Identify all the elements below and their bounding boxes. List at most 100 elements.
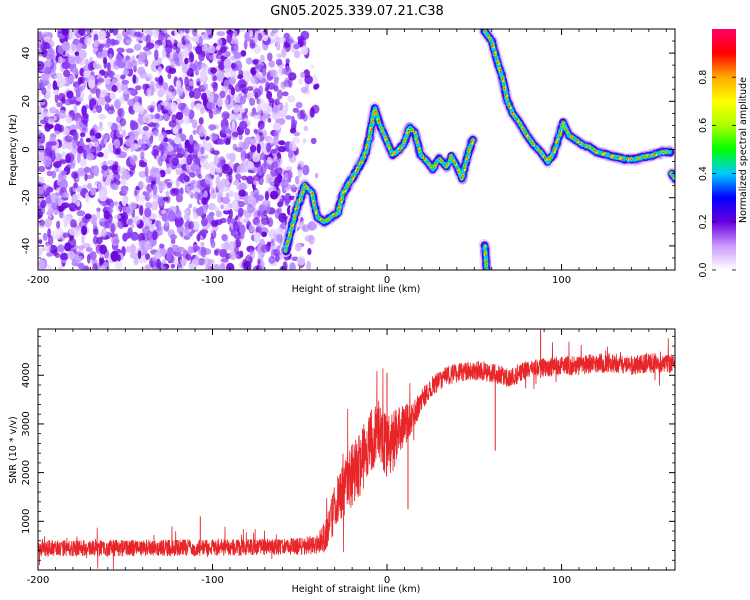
noise-speckle <box>239 84 248 93</box>
noise-speckle <box>110 250 119 262</box>
noise-speckle <box>173 142 179 153</box>
noise-speckle <box>48 40 55 48</box>
x-tick-label: -200 <box>27 575 50 586</box>
noise-speckle <box>206 100 215 110</box>
ridge-low-blob <box>478 238 493 270</box>
noise-speckle <box>193 245 201 251</box>
ridge-point <box>352 175 355 177</box>
noise-speckle <box>144 50 153 56</box>
snr-plot-area <box>38 329 675 570</box>
noise-speckle <box>89 129 95 137</box>
noise-speckle <box>276 103 286 110</box>
noise-speckle <box>252 152 261 163</box>
noise-speckle <box>155 258 161 269</box>
noise-speckle <box>41 46 48 58</box>
noise-speckle <box>38 186 45 195</box>
ridge-point <box>491 42 493 45</box>
noise-speckle <box>54 74 60 80</box>
noise-speckle <box>162 81 169 91</box>
noise-speckle <box>243 39 248 50</box>
noise-speckle <box>233 52 242 59</box>
ridge-point <box>416 138 418 140</box>
noise-speckle <box>68 74 75 83</box>
noise-speckle <box>110 223 116 234</box>
noise-speckle <box>208 211 215 217</box>
noise-speckle <box>209 133 219 141</box>
ridge-point <box>446 163 449 165</box>
ridge-point <box>527 136 529 139</box>
noise-speckle <box>277 158 283 165</box>
noise-speckle <box>125 138 132 147</box>
noise-speckle <box>182 60 190 72</box>
noise-speckle <box>89 251 97 261</box>
ridge-point <box>538 149 540 151</box>
ridge-point <box>468 150 470 152</box>
noise-speckle <box>152 172 162 178</box>
noise-speckle <box>132 74 137 84</box>
noise-speckle <box>292 136 300 144</box>
ridge-point <box>418 150 420 152</box>
noise-speckle <box>187 145 195 154</box>
noise-speckle <box>72 67 79 76</box>
noise-speckle <box>234 60 243 72</box>
noise-speckle <box>270 148 278 154</box>
noise-speckle <box>64 220 68 228</box>
noise-speckle <box>111 84 118 93</box>
noise-speckle <box>215 45 220 51</box>
ridge-point <box>462 174 464 177</box>
noise-speckle <box>68 116 72 122</box>
noise-speckle <box>244 108 249 114</box>
ridge-point <box>440 160 442 162</box>
noise-speckle <box>220 46 227 53</box>
ridge-point <box>501 76 503 79</box>
noise-speckle <box>77 255 83 261</box>
noise-speckle <box>293 43 300 50</box>
ridge-point <box>314 204 316 207</box>
noise-speckle <box>50 193 58 204</box>
noise-speckle <box>184 139 190 149</box>
noise-speckle <box>111 183 119 191</box>
noise-speckle <box>286 36 294 44</box>
noise-speckle <box>98 44 103 53</box>
noise-speckle <box>213 75 218 82</box>
noise-speckle <box>222 204 231 212</box>
ridge-point <box>304 184 306 187</box>
ridge-point <box>508 103 510 106</box>
noise-speckle <box>140 143 146 150</box>
noise-speckle <box>237 74 244 80</box>
noise-speckle <box>169 187 179 197</box>
noise-speckle <box>276 53 283 58</box>
colorbar-tick-label: 0.0 <box>698 262 709 277</box>
noise-speckle <box>99 244 107 255</box>
noise-speckle <box>229 190 234 198</box>
noise-speckle <box>262 34 269 42</box>
noise-speckle <box>125 89 132 95</box>
noise-speckle <box>260 244 270 253</box>
noise-speckle <box>85 29 93 35</box>
noise-speckle <box>223 163 231 171</box>
noise-speckle <box>67 237 77 248</box>
noise-speckle <box>173 54 180 65</box>
noise-speckle <box>219 248 228 258</box>
ridge-point <box>429 165 432 168</box>
ridge-point <box>368 139 370 142</box>
noise-speckle <box>99 30 107 40</box>
ridge-point <box>294 215 296 217</box>
noise-speckle <box>129 154 138 166</box>
noise-speckle <box>284 102 289 113</box>
noise-speckle <box>79 76 85 84</box>
ridge-point <box>531 141 533 143</box>
ridge-point <box>665 151 668 153</box>
noise-speckle <box>248 224 255 233</box>
noise-speckle <box>200 146 205 155</box>
noise-speckle <box>140 148 145 158</box>
noise-speckle <box>229 152 236 163</box>
noise-speckle <box>176 147 185 159</box>
noise-speckle <box>160 145 165 156</box>
noise-speckle <box>57 244 65 253</box>
noise-speckle <box>103 148 109 160</box>
noise-speckle <box>239 224 246 235</box>
y-tick-label: 4000 <box>21 363 32 388</box>
noise-speckle <box>118 107 125 119</box>
